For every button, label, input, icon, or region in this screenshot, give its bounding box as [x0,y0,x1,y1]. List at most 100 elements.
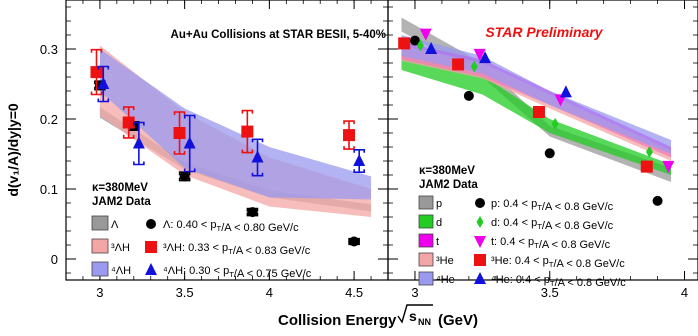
legend-band-swatch [418,252,434,267]
sys-bracket [353,149,365,153]
sys-bracket [353,169,365,173]
legend-marker [474,272,486,284]
sys-bracket [251,138,264,143]
sys-bracket [133,121,145,126]
legend-band-label: ⁴He [436,274,455,286]
x-tick-label: 3.5 [541,285,559,300]
data-point-he3 [452,58,465,71]
h4l_band [99,49,372,200]
series-he3 [398,37,653,173]
sys-bracket [251,172,264,177]
data-point-h4l [251,150,264,163]
data-point-t [473,48,486,61]
data-point-h3l [173,127,186,139]
legend-entry-text: ⁴He: 0.4 < pT/A < 0.8 GeV/c [491,274,626,289]
data-point-d [470,60,478,73]
he3_band [401,45,672,161]
data-point-lambda [179,171,190,182]
series-he4 [425,42,572,98]
legend-header-cols: JAM2 Data [419,179,478,191]
sys-bracket [97,98,110,103]
legend-band-label: ⁴ΛH [111,265,131,277]
x-tick-label: 3 [96,285,103,300]
legend-header-cols: JAM2 Data [92,196,151,208]
sys-bracket [97,65,110,70]
series-p [409,35,663,206]
data-point-p [409,35,420,46]
data-point-h3l [90,66,103,79]
legend-band-swatch [91,261,109,277]
legend-entry-text: t: 0.4 < pT/A < 0.8 GeV/c [491,236,611,251]
data-point-h3l [122,116,135,129]
y-tick-label: 0 [51,252,58,267]
sys-bracket [241,109,254,114]
legend-band-label: ³ΛH [111,242,130,254]
legend-band-label: p [436,198,442,210]
data-point-d [645,145,653,158]
series-h4l [97,65,366,177]
data-point-lambda [349,236,360,247]
legend-entry-text: p: 0.4 < pT/A < 0.8 GeV/c [491,198,614,213]
data-point-he3 [532,106,545,118]
svg-text:NN: NN [418,317,431,327]
data-point-p [652,195,663,206]
sys-bracket [183,168,196,173]
sys-bracket [173,151,186,155]
data-point-d [551,117,559,130]
data-point-h3l [343,129,356,142]
he4_band [401,35,672,154]
x-tick-label: 4 [266,285,273,300]
data-point-he4 [425,42,438,54]
preliminary-label: STAR Preliminary [485,24,603,40]
sys-bracket [241,149,254,154]
data-point-h3l [241,125,254,138]
legend-band-label: Λ [111,219,119,231]
legend-marker [145,263,157,275]
left-legend: κ=380MeV JAM2 Data Λ Λ: 0.40 < pT/A < 0.80 … [91,182,312,280]
data-point-t [419,28,432,41]
legend-marker [475,198,485,208]
legend-header-kappa: κ=380MeV [92,182,148,194]
legend-band-label: d [436,217,442,229]
legend-band-label: ³He [436,255,454,267]
data-point-lambda [247,207,258,218]
x-tick-label: 4.5 [345,285,363,300]
y-axis-label: d(v₁/A)/dy|y=0 [5,103,21,197]
legend-entry-text: ³ΛH: 0.33 < pT/A < 0.83 GeV/c [163,242,311,257]
sys-bracket [133,161,145,166]
data-point-he3 [640,160,653,173]
data-point-he4 [559,85,572,98]
legend-marker [474,254,486,266]
sys-bracket [343,120,355,125]
legend-marker [146,219,156,229]
x-axis-label-prefix: Collision Energy [278,312,397,329]
legend-band-swatch [91,238,109,254]
legend-entry-text: d: 0.4 < pT/A < 0.8 GeV/c [491,217,614,232]
data-point-h4l [132,136,145,149]
legend-band-swatch [418,271,434,286]
legend-entry-text: ⁴ΛH: 0.30 < pT/A < 0.75 GeV/c [163,265,312,280]
data-point-h4l [353,154,366,166]
sys-bracket [183,114,196,119]
sys-bracket [90,91,103,96]
data-point-d [416,39,424,52]
left-panel: 3 3.5 4 4.5 0 0.1 0.2 0.3 Au+Au Collisions at ST… [40,0,389,300]
right-panel: 3 3.5 4 STAR Preliminary κ=380MeV JAM2 Data p p… [387,0,698,300]
legend-band-swatch [418,233,434,248]
legend-marker [476,216,484,228]
legend-header-kappa: κ=380MeV [419,165,475,177]
sys-bracket [173,111,186,115]
legend-band-swatch [418,195,434,210]
series-d [416,39,653,158]
x-tick-label: 3.5 [176,285,194,300]
svg-text:s: s [409,308,417,324]
legend-marker [145,241,157,253]
right-legend: κ=380MeV JAM2 Data p p: 0.4 < pT/A < 0.8 Ge… [418,165,626,289]
data-point-he4 [479,51,492,64]
data-point-p [463,90,474,101]
legend-band-label: t [436,236,439,248]
data-point-he3 [398,37,411,50]
data-point-h4l [183,136,196,149]
series-t [419,28,675,173]
